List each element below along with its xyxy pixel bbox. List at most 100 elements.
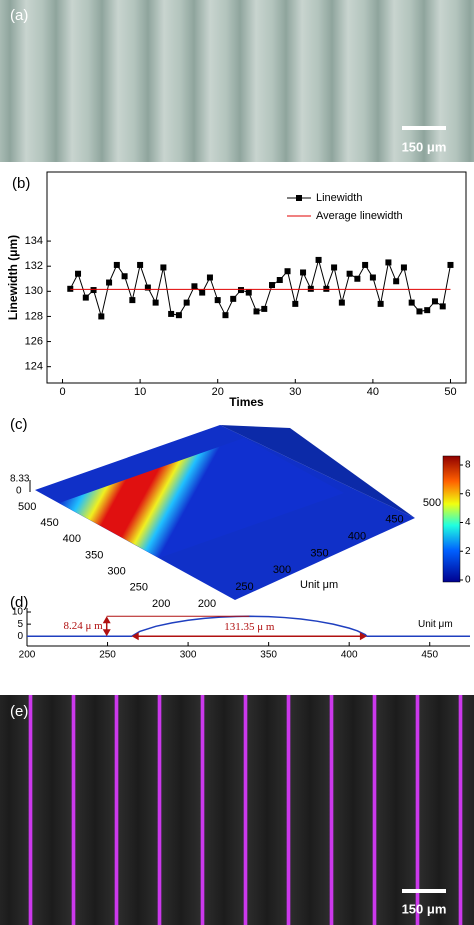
axis-unit: Unit μm	[418, 619, 453, 630]
x-tick-label: 300	[180, 650, 197, 661]
data-point	[191, 283, 198, 290]
data-point	[137, 261, 144, 268]
y-tick-label: 126	[25, 335, 43, 347]
data-point	[129, 297, 136, 304]
x-tick-label: 250	[235, 581, 253, 593]
x-tick-label: 400	[348, 531, 366, 543]
y-tick-label: 400	[63, 533, 81, 545]
data-point	[331, 264, 338, 271]
x-tick-label: 20	[212, 386, 224, 398]
data-point	[183, 299, 190, 306]
data-point	[82, 294, 89, 301]
colorbar-tick-label: 6	[465, 488, 471, 499]
data-point	[424, 307, 431, 314]
x-tick-label: 450	[421, 650, 438, 661]
colorbar-tick-label: 8	[465, 460, 471, 471]
plot-frame	[46, 171, 467, 384]
data-point	[160, 264, 167, 271]
y-tick-label: 5	[17, 619, 23, 630]
data-point	[253, 308, 260, 315]
scale-bar	[402, 126, 446, 130]
data-point	[416, 308, 423, 315]
data-point	[369, 274, 376, 281]
x-tick-label: 30	[289, 386, 301, 398]
data-point	[67, 285, 74, 292]
y-tick-label: 450	[40, 517, 58, 529]
scale-bar	[402, 889, 446, 893]
micrograph-a	[0, 0, 474, 162]
x-tick-label: 40	[367, 386, 379, 398]
scale-bar-label: 150 μm	[402, 901, 447, 916]
data-line	[69, 257, 451, 319]
data-point	[338, 299, 345, 306]
x-tick-label: 300	[273, 564, 291, 576]
data-point	[447, 261, 454, 268]
data-point	[307, 285, 314, 292]
annotation-label: 8.24 μ m	[63, 620, 103, 632]
z-tick-label: 8.33	[10, 474, 30, 485]
x-tick-label: 10	[134, 386, 146, 398]
data-point	[284, 268, 291, 275]
legend-marker	[296, 195, 302, 201]
y-tick-label: 128	[25, 310, 43, 322]
x-tick-label: 0	[59, 386, 65, 398]
surface-ridge	[59, 438, 344, 558]
y-tick-label: 0	[17, 631, 23, 642]
surface-edge	[220, 425, 415, 518]
y-tick-label: 130	[25, 285, 43, 297]
surface-plot	[29, 425, 461, 600]
data-point	[144, 284, 151, 291]
data-point	[261, 305, 268, 312]
scale-bar-label: 150 μm	[402, 139, 447, 154]
y-tick-label: 134	[25, 235, 43, 247]
data-point	[168, 310, 175, 317]
panel-label: (e)	[10, 703, 28, 720]
data-point	[222, 312, 229, 319]
y-axis-title: Linewidth (μm)	[6, 235, 20, 320]
data-line	[27, 615, 470, 638]
data-point	[346, 270, 353, 277]
data-point	[237, 287, 244, 294]
data-point	[230, 295, 237, 302]
data-point	[75, 270, 82, 277]
x-tick-label: 500	[423, 497, 441, 509]
data-point	[214, 297, 221, 304]
micrograph-e	[0, 695, 474, 925]
data-point	[377, 300, 384, 307]
colorbar-tick-label: 4	[465, 517, 471, 528]
legend-label: Linewidth	[316, 192, 362, 204]
x-tick-label: 50	[444, 386, 456, 398]
data-point	[408, 299, 415, 306]
data-point	[300, 269, 307, 276]
y-tick-label: 132	[25, 260, 43, 272]
y-tick-label: 124	[25, 361, 43, 373]
y-tick-label: 350	[85, 549, 103, 561]
data-point	[152, 299, 159, 306]
x-tick-label: 200	[198, 598, 216, 610]
data-point	[292, 300, 299, 307]
data-point	[113, 261, 120, 268]
x-tick-label: 250	[99, 650, 116, 661]
data-point	[323, 285, 330, 292]
x-tick-label: 200	[19, 650, 36, 661]
arrow-head	[102, 616, 111, 637]
y-tick-label: 10	[12, 607, 24, 618]
x-axis-title: Times	[229, 395, 264, 409]
x-tick-label: 350	[310, 547, 328, 559]
annotation-label: 131.35 μ m	[224, 621, 275, 633]
data-point	[431, 298, 438, 305]
y-tick-label: 250	[130, 582, 148, 594]
colorbar-tick-label: 0	[465, 575, 471, 586]
data-point	[121, 273, 128, 280]
data-point	[199, 289, 206, 296]
x-tick-label: 350	[260, 650, 277, 661]
data-point	[276, 277, 283, 284]
data-point	[393, 278, 400, 285]
x-tick-label: 400	[341, 650, 358, 661]
data-point	[175, 312, 182, 319]
data-point	[439, 303, 446, 310]
data-point	[206, 274, 213, 281]
y-tick-label: 500	[18, 501, 36, 513]
y-tick-label: 200	[152, 598, 170, 610]
